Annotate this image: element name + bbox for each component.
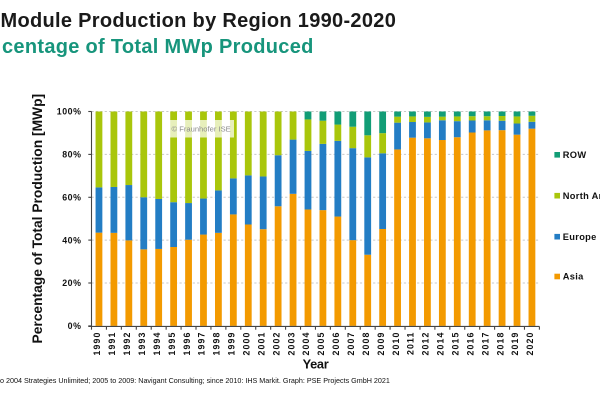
svg-text:2004: 2004 <box>301 332 311 356</box>
svg-text:20%: 20% <box>62 278 81 288</box>
svg-text:1998: 1998 <box>212 332 222 356</box>
svg-text:2007: 2007 <box>346 332 356 356</box>
svg-text:2018: 2018 <box>495 332 505 356</box>
svg-text:1994: 1994 <box>152 332 162 356</box>
svg-text:1996: 1996 <box>182 332 192 356</box>
svg-text:1997: 1997 <box>197 332 207 356</box>
svg-text:2020: 2020 <box>525 332 535 356</box>
svg-text:0%: 0% <box>68 321 82 331</box>
svg-text:North America: North America <box>563 191 600 201</box>
svg-text:2002: 2002 <box>271 332 281 356</box>
svg-text:Asia: Asia <box>563 272 584 282</box>
svg-text:2014: 2014 <box>436 332 446 356</box>
svg-text:2015: 2015 <box>450 332 460 356</box>
svg-text:100%: 100% <box>57 107 82 117</box>
svg-text:1992: 1992 <box>122 332 132 356</box>
svg-text:2019: 2019 <box>510 332 520 356</box>
svg-text:1995: 1995 <box>167 332 177 356</box>
svg-text:ROW: ROW <box>563 150 587 160</box>
svg-text:1991: 1991 <box>107 332 117 356</box>
svg-text:Europe: Europe <box>563 232 597 242</box>
svg-text:2008: 2008 <box>361 332 371 356</box>
svg-text:2005: 2005 <box>316 332 326 356</box>
svg-text:2010: 2010 <box>391 332 401 356</box>
svg-text:1990: 1990 <box>92 332 102 356</box>
svg-text:2016: 2016 <box>465 332 475 356</box>
svg-text:60%: 60% <box>62 193 81 203</box>
svg-text:© Fraunhofer ISE: © Fraunhofer ISE <box>172 125 231 134</box>
svg-text:40%: 40% <box>62 235 81 245</box>
svg-text:2012: 2012 <box>421 332 431 356</box>
svg-text:2011: 2011 <box>406 332 416 355</box>
svg-text:2017: 2017 <box>480 332 490 356</box>
svg-text:2001: 2001 <box>256 332 266 356</box>
svg-text:1999: 1999 <box>227 332 237 356</box>
svg-text:80%: 80% <box>62 150 81 160</box>
svg-text:2000: 2000 <box>241 332 251 356</box>
svg-text:Year: Year <box>303 356 329 371</box>
svg-text:2009: 2009 <box>376 332 386 356</box>
svg-text:2006: 2006 <box>331 332 341 356</box>
svg-text:1993: 1993 <box>137 332 147 356</box>
svg-text:2003: 2003 <box>286 332 296 356</box>
svg-text:Percentage of Total Production: Percentage of Total Production [MWp] <box>30 94 45 344</box>
